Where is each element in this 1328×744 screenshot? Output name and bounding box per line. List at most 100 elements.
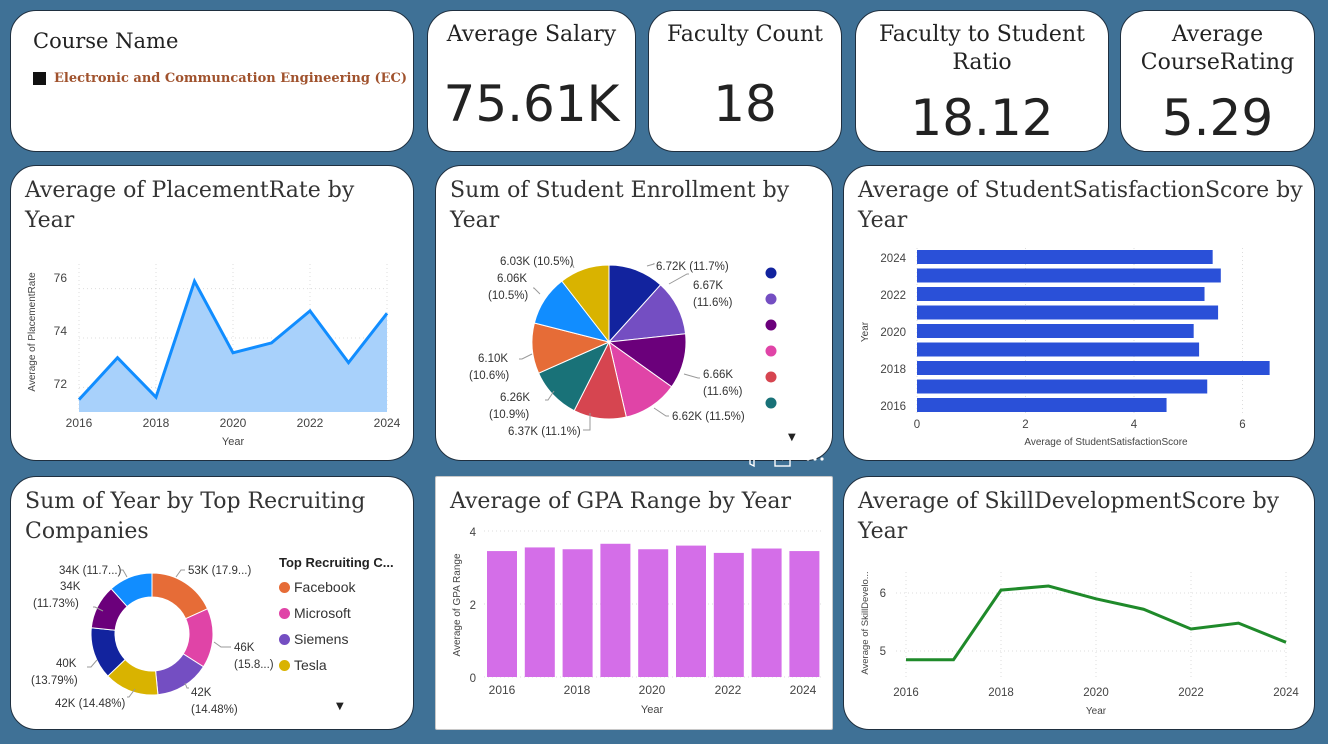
- slice-label: (10.9%): [489, 409, 529, 421]
- bar[interactable]: [789, 551, 820, 677]
- x-axis-label: Year: [641, 704, 664, 716]
- legend-dot[interactable]: [765, 345, 777, 357]
- chart-title: Sum of Year by Top Recruiting Companies: [25, 487, 365, 547]
- bar[interactable]: [713, 552, 744, 677]
- chart-title: Average of PlacementRate by Year: [25, 176, 354, 236]
- kpi-value: 18: [713, 75, 777, 133]
- bar[interactable]: [917, 268, 1221, 283]
- legend-dot[interactable]: [765, 397, 777, 409]
- x-axis-label: Year: [222, 436, 245, 448]
- x-tick-2018: 2018: [988, 687, 1014, 699]
- slicer-title: Course Name: [33, 29, 179, 53]
- series-line: [77, 277, 389, 401]
- y-tick-2024: 2024: [880, 253, 906, 265]
- slice-label: (10.6%): [469, 370, 509, 382]
- legend-dot[interactable]: [765, 319, 777, 331]
- x-tick-2020: 2020: [220, 416, 247, 430]
- slicer-item-ec[interactable]: Electronic and Communcation Engineering …: [33, 71, 407, 86]
- slice-label: (11.73%): [33, 598, 79, 610]
- visual-header: [736, 448, 832, 474]
- focus-mode-icon[interactable]: [773, 450, 793, 472]
- legend-label: Siemens: [294, 631, 349, 647]
- placement-plot: 72 74 76 2016 2018 2020 2022 2024 Year A…: [27, 264, 401, 448]
- legend-dot[interactable]: [765, 293, 777, 305]
- x-tick-2022: 2022: [715, 683, 742, 697]
- slice-label: (11.6%): [703, 386, 743, 398]
- x-tick-2016: 2016: [893, 687, 919, 699]
- bar[interactable]: [917, 361, 1270, 375]
- bar[interactable]: [917, 324, 1194, 338]
- skill-plot: 5 6 2016 2018 2020 2022 2024 Year Averag…: [860, 571, 1299, 717]
- x-tick-0: 0: [914, 419, 920, 431]
- slice-label: (15.8...): [234, 659, 274, 671]
- slice-label: 6.26K: [500, 392, 530, 404]
- y-tick-2018: 2018: [880, 364, 906, 376]
- bar[interactable]: [917, 398, 1167, 412]
- bar[interactable]: [917, 250, 1213, 264]
- slice-label: 6.03K (10.5%): [500, 256, 574, 268]
- bar[interactable]: [600, 543, 631, 677]
- x-tick-2020: 2020: [639, 683, 666, 697]
- slice-label: 53K (17.9...): [188, 565, 251, 577]
- slice-label: 6.10K: [478, 353, 508, 365]
- x-tick-4: 4: [1131, 419, 1138, 431]
- bar[interactable]: [487, 551, 517, 677]
- bar[interactable]: [917, 305, 1219, 320]
- kpi-title: Average Salary: [446, 22, 617, 47]
- bar[interactable]: [917, 379, 1208, 394]
- y-tick-5: 5: [880, 646, 886, 658]
- y-tick-2: 2: [470, 600, 476, 612]
- y-axis-label: Year: [860, 321, 871, 342]
- bar[interactable]: [917, 287, 1205, 301]
- slice-label: (10.5%): [488, 290, 528, 302]
- legend-scroll-down-icon[interactable]: ▼: [788, 432, 796, 443]
- slice-label: 40K: [56, 658, 77, 670]
- kpi-title: Faculty Count: [667, 22, 823, 47]
- legend-item-microsoft[interactable]: Microsoft: [279, 600, 394, 626]
- gpa-plot: 0 2 4 2016 2018 2020 2022 2024 Year Aver…: [452, 527, 822, 716]
- y-tick-74: 74: [54, 324, 68, 338]
- chart-title-line2: Year: [25, 208, 75, 233]
- legend-scroll-down-icon[interactable]: ▼: [336, 701, 344, 712]
- donut-slice[interactable]: [151, 572, 209, 620]
- legend-item-tesla[interactable]: Tesla: [279, 652, 394, 678]
- legend-dot: [279, 607, 290, 619]
- legend-item-facebook[interactable]: Facebook: [279, 574, 394, 600]
- checkbox-checked[interactable]: [33, 72, 46, 85]
- y-axis-label: Average of SkillDevelo...: [860, 571, 871, 674]
- enrollment-plot: 6.72K (11.7%) 6.67K (11.6%) 6.66K (11.6%…: [469, 256, 777, 438]
- legend-item-siemens[interactable]: Siemens: [279, 626, 394, 652]
- bar[interactable]: [676, 545, 706, 677]
- recruiting-companies-chart[interactable]: Sum of Year by Top Recruiting Companies …: [10, 476, 414, 730]
- slice-label: 6.66K: [703, 369, 733, 381]
- chart-title-line1: Average of PlacementRate by: [25, 178, 355, 203]
- student-enrollment-chart[interactable]: Sum of Student Enrollment by Year 6.72K …: [435, 165, 833, 461]
- kpi-faculty-student-ratio: Faculty to Student Ratio 18.12: [855, 10, 1109, 152]
- chart-title-line1: Sum of Student Enrollment by: [450, 178, 790, 203]
- donut-slice[interactable]: [110, 572, 153, 608]
- gpa-range-chart[interactable]: Average of GPA Range by Year 0 2 4 2016 …: [435, 476, 833, 730]
- slice-label: (11.6%): [693, 297, 733, 309]
- bar[interactable]: [524, 547, 555, 677]
- more-options-icon[interactable]: [804, 450, 826, 472]
- satisfaction-score-chart[interactable]: Average of StudentSatisfactionScore by Y…: [843, 165, 1315, 461]
- x-tick-2016: 2016: [489, 683, 516, 697]
- bar[interactable]: [562, 549, 593, 677]
- legend-dot[interactable]: [765, 371, 777, 383]
- bar[interactable]: [917, 342, 1200, 357]
- pie-slice[interactable]: [561, 264, 610, 344]
- y-tick-2022: 2022: [880, 290, 906, 302]
- filter-icon[interactable]: [742, 450, 762, 472]
- course-slicer[interactable]: Course Name Electronic and Communcation …: [10, 10, 414, 152]
- placement-rate-chart[interactable]: Average of PlacementRate by Year 72 74 7…: [10, 165, 414, 461]
- bar[interactable]: [638, 549, 669, 677]
- recruiting-plot: 53K (17.9...) 46K (15.8...) 42K (14.48%)…: [31, 565, 274, 716]
- slice-label: 6.62K (11.5%): [672, 411, 745, 423]
- slice-label: 34K (11.7...): [59, 565, 122, 577]
- x-tick-2018: 2018: [143, 416, 170, 430]
- bar[interactable]: [751, 548, 782, 677]
- chart-title-line1: Sum of Year by Top Recruiting: [25, 489, 366, 514]
- skill-development-chart[interactable]: Average of SkillDevelopmentScore by Year…: [843, 476, 1315, 730]
- chart-title-line2: Year: [450, 208, 500, 233]
- legend-dot[interactable]: [765, 267, 777, 279]
